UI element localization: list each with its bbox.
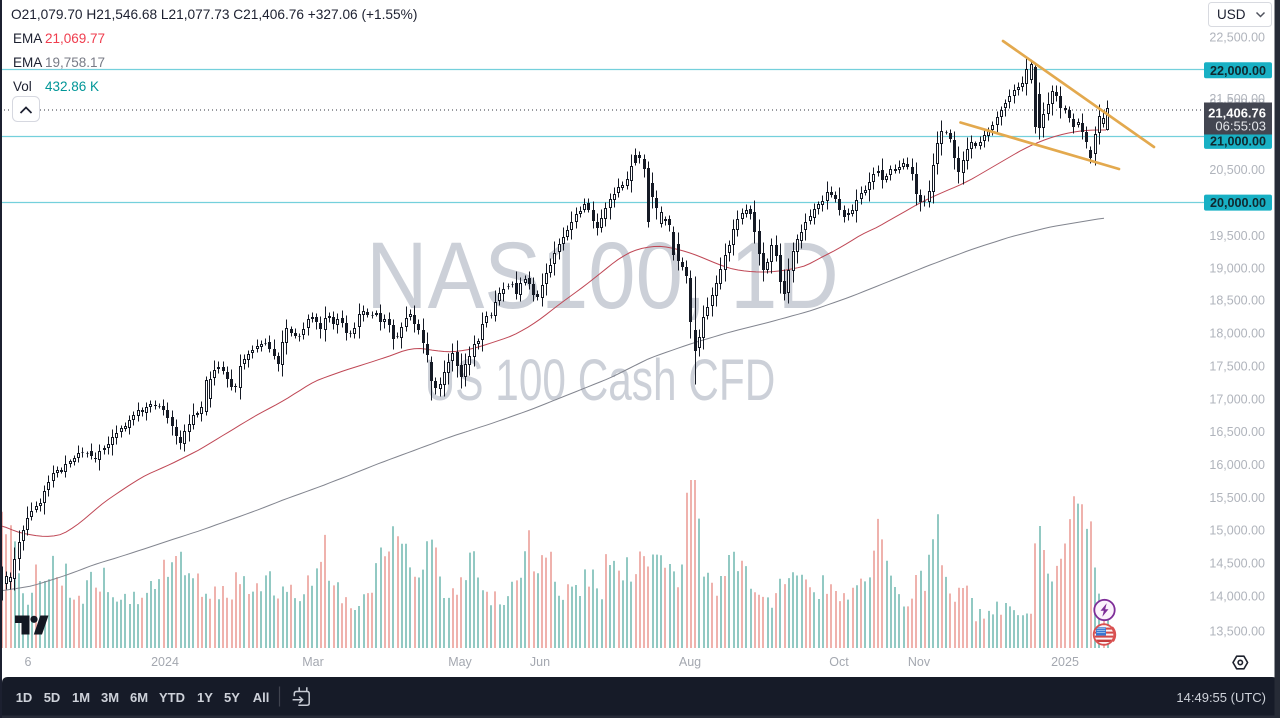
svg-text:19,000.00: 19,000.00 <box>1209 262 1265 276</box>
svg-text:Jun: Jun <box>530 655 550 669</box>
svg-text:Oct: Oct <box>829 655 849 669</box>
svg-text:21,000.00: 21,000.00 <box>1210 135 1266 149</box>
svg-text:6M: 6M <box>130 690 148 705</box>
svg-text:EMA: EMA <box>13 31 42 46</box>
svg-text:22,000.00: 22,000.00 <box>1210 64 1266 78</box>
svg-text:14,000.00: 14,000.00 <box>1209 590 1265 604</box>
svg-text:18,000.00: 18,000.00 <box>1209 327 1265 341</box>
svg-text:16,500.00: 16,500.00 <box>1209 425 1265 439</box>
svg-text:Aug: Aug <box>679 655 701 669</box>
svg-text:Vol: Vol <box>13 79 32 94</box>
svg-text:15,000.00: 15,000.00 <box>1209 524 1265 538</box>
svg-text:USD: USD <box>1217 7 1246 22</box>
svg-text:2025: 2025 <box>1051 655 1079 669</box>
svg-text:5D: 5D <box>44 690 61 705</box>
svg-text:19,758.17: 19,758.17 <box>45 55 105 70</box>
svg-text:14,500.00: 14,500.00 <box>1209 557 1265 571</box>
svg-text:2024: 2024 <box>151 655 179 669</box>
svg-text:1D: 1D <box>16 690 33 705</box>
svg-text:432.86 K: 432.86 K <box>45 79 99 94</box>
svg-text:1M: 1M <box>72 690 90 705</box>
svg-text:20,500.00: 20,500.00 <box>1209 163 1265 177</box>
svg-text:13,500.00: 13,500.00 <box>1209 625 1265 639</box>
svg-text:6: 6 <box>25 655 32 669</box>
svg-text:YTD: YTD <box>159 690 185 705</box>
svg-text:16,000.00: 16,000.00 <box>1209 458 1265 472</box>
svg-text:Nov: Nov <box>908 655 931 669</box>
svg-text:May: May <box>448 655 472 669</box>
svg-text:19,500.00: 19,500.00 <box>1209 229 1265 243</box>
svg-text:NAS100, 1D: NAS100, 1D <box>366 224 839 329</box>
svg-text:3M: 3M <box>101 690 119 705</box>
svg-text:5Y: 5Y <box>224 690 240 705</box>
svg-text:US 100 Cash CFD: US 100 Cash CFD <box>425 347 776 412</box>
svg-text:06:55:03: 06:55:03 <box>1215 119 1266 134</box>
svg-text:21,406.76: 21,406.76 <box>1208 106 1266 121</box>
svg-text:21,069.77: 21,069.77 <box>45 31 105 46</box>
svg-text:22,500.00: 22,500.00 <box>1209 31 1265 45</box>
svg-text:17,500.00: 17,500.00 <box>1209 360 1265 374</box>
svg-text:1Y: 1Y <box>197 690 213 705</box>
svg-text:All: All <box>253 690 270 705</box>
svg-text:20,000.00: 20,000.00 <box>1210 196 1266 210</box>
svg-text:Mar: Mar <box>302 655 324 669</box>
svg-text:18,500.00: 18,500.00 <box>1209 294 1265 308</box>
svg-text:17,000.00: 17,000.00 <box>1209 393 1265 407</box>
svg-text:15,500.00: 15,500.00 <box>1209 491 1265 505</box>
svg-text:14:49:55 (UTC): 14:49:55 (UTC) <box>1176 690 1266 705</box>
svg-text:EMA: EMA <box>13 55 42 70</box>
svg-text:O21,079.70 H21,546.68 L21,077.: O21,079.70 H21,546.68 L21,077.73 C21,406… <box>11 7 417 22</box>
